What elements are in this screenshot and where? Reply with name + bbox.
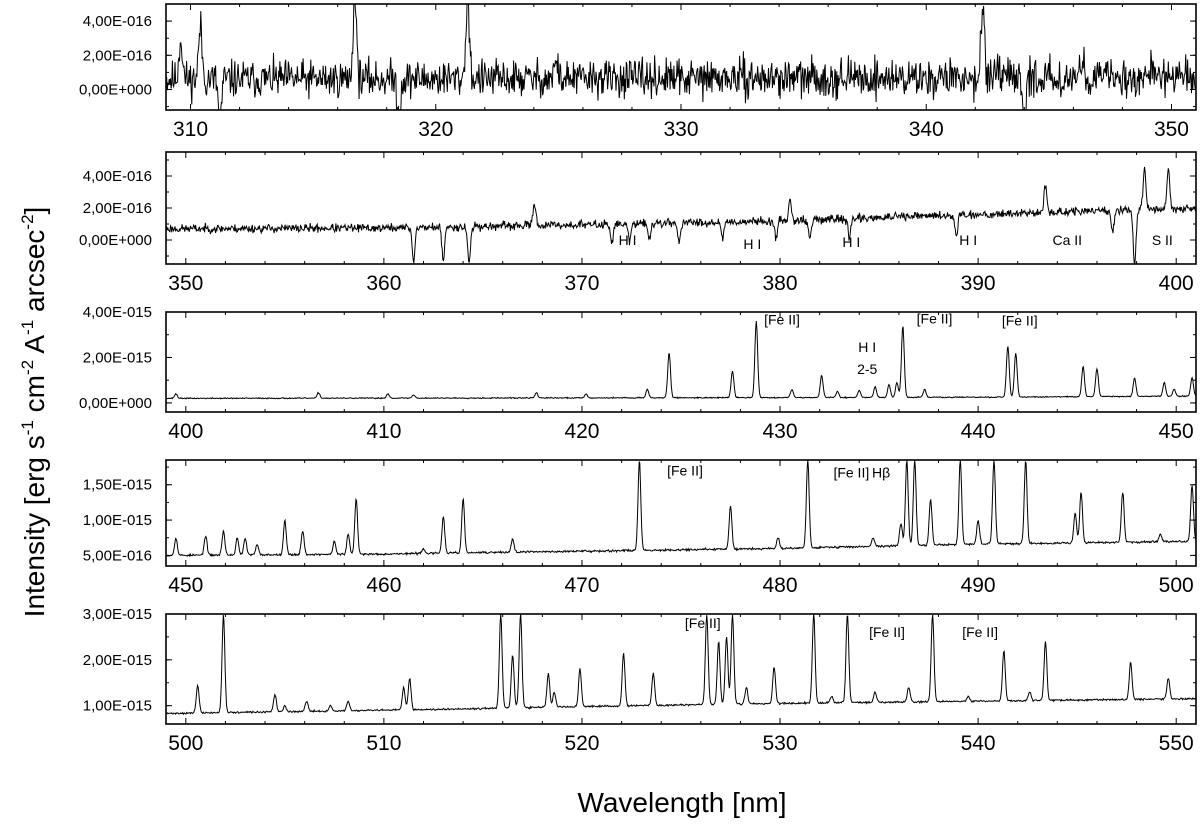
x-tick-label: 440 (961, 420, 996, 443)
x-tick-label: 470 (564, 574, 599, 597)
y-axis-title-part: cm (19, 375, 50, 420)
spectrum-line (166, 614, 1196, 716)
x-tick-label: 550 (1159, 732, 1194, 755)
line-annotation: H I (619, 232, 637, 248)
line-annotation: H I (743, 236, 761, 252)
y-tick-label: 1,00E-015 (83, 698, 152, 715)
y-axis-title-part: A (19, 335, 50, 360)
spectrum-line (166, 4, 1196, 110)
x-tick-label: 370 (564, 272, 599, 295)
x-axis-title: Wavelength [nm] (577, 787, 786, 818)
line-annotation: [Fe II] (685, 615, 721, 631)
x-tick-label: 520 (564, 732, 599, 755)
panel-frame (165, 613, 1197, 725)
y-tick-label: 1,00E-015 (83, 512, 152, 529)
panel-frame (165, 311, 1197, 413)
y-tick-label: 2,00E-015 (83, 652, 152, 669)
x-tick-label: 460 (366, 574, 401, 597)
panel-frame (165, 151, 1197, 265)
x-tick-label: 350 (1154, 118, 1189, 141)
x-tick-label: 420 (564, 420, 599, 443)
spectrum-line (166, 460, 1196, 558)
x-tick-label: 390 (961, 272, 996, 295)
x-tick-label: 400 (1159, 272, 1194, 295)
x-tick-label: 320 (418, 118, 453, 141)
spectrum-panels: 310 320 330 340 350 0,00E+000 2,00E-016 4,00E-0… (79, 3, 1197, 755)
y-tick-label: 2,00E-015 (83, 349, 152, 366)
y-axis-title-part: ] (19, 207, 50, 215)
y-tick-label: 0,00E+000 (79, 81, 152, 98)
y-tick-label: 4,00E-016 (83, 13, 152, 30)
x-tick-label: 380 (763, 272, 798, 295)
y-axis-title-part: Intensity [erg s (19, 435, 50, 617)
y-axis-title-exponent: -1 (18, 420, 37, 435)
line-annotation: Ca II (1052, 232, 1082, 248)
spectrum-panel: 450 460 470 480 490 500 5,00E-016 1,00E-015 1,50… (83, 459, 1197, 597)
line-annotation: [Fe II] (869, 624, 905, 640)
line-annotation: H I (858, 339, 876, 355)
spectrum-panel: 310 320 330 340 350 0,00E+000 2,00E-016 4,00E-0… (79, 3, 1197, 141)
spectrum-line (166, 320, 1196, 400)
x-tick-label: 340 (909, 118, 944, 141)
x-tick-label: 350 (168, 272, 203, 295)
panel-frame (165, 3, 1197, 111)
x-tick-label: 510 (366, 732, 401, 755)
x-tick-label: 490 (961, 574, 996, 597)
x-tick-label: 410 (366, 420, 401, 443)
y-axis-title-part: arcsec (19, 230, 50, 320)
y-tick-label: 4,00E-015 (83, 304, 152, 321)
y-tick-label: 0,00E+000 (79, 395, 152, 412)
line-annotation: [Fe II] (833, 465, 869, 481)
line-annotation: [Fe II] (1002, 313, 1038, 329)
y-tick-label: 3,00E-015 (83, 606, 152, 623)
line-annotation: H I (842, 234, 860, 250)
y-tick-label: 0,00E+000 (79, 232, 152, 249)
x-tick-label: 450 (1159, 420, 1194, 443)
x-tick-label: 530 (763, 732, 798, 755)
line-annotation: Hβ (872, 465, 890, 481)
y-axis-title: Intensity [erg s-1 cm-2 A-1 arcsec-2] (18, 207, 50, 618)
x-tick-label: 310 (173, 118, 208, 141)
panel-frame (165, 459, 1197, 567)
y-axis-title-exponent: -1 (18, 320, 37, 335)
line-annotation: S II (1152, 232, 1173, 248)
spectrum-panel: 400 410 420 430 440 450 0,00E+000 2,00E-015 4,00… (79, 304, 1197, 443)
line-annotation: [Fe II] (667, 463, 703, 479)
spectrum-line (166, 166, 1196, 264)
x-tick-label: 330 (663, 118, 698, 141)
x-tick-label: 500 (168, 732, 203, 755)
line-annotation: [Fe II] (962, 624, 998, 640)
line-annotation: 2-5 (857, 361, 877, 377)
y-tick-label: 1,50E-015 (83, 477, 152, 494)
x-tick-label: 400 (168, 420, 203, 443)
x-tick-label: 540 (961, 732, 996, 755)
x-tick-label: 500 (1159, 574, 1194, 597)
line-annotation: H I (959, 232, 977, 248)
y-tick-label: 4,00E-016 (83, 168, 152, 185)
y-tick-label: 2,00E-016 (83, 200, 152, 217)
y-tick-label: 5,00E-016 (83, 547, 152, 564)
x-tick-label: 450 (168, 574, 203, 597)
y-axis-title-exponent: -2 (18, 214, 37, 229)
y-tick-label: 2,00E-016 (83, 47, 152, 64)
spectrum-panel: 500 510 520 530 540 550 1,00E-015 2,00E-015 3,00… (83, 606, 1197, 755)
x-tick-label: 480 (763, 574, 798, 597)
y-axis-title-exponent: -2 (18, 360, 37, 375)
line-annotation: [Fe II] (764, 312, 800, 328)
x-tick-label: 360 (366, 272, 401, 295)
spectrum-panel: 350 360 370 380 390 400 0,00E+000 2,00E-016 4,00… (79, 151, 1197, 295)
x-tick-label: 430 (763, 420, 798, 443)
line-annotation: [Fe II] (917, 310, 953, 326)
